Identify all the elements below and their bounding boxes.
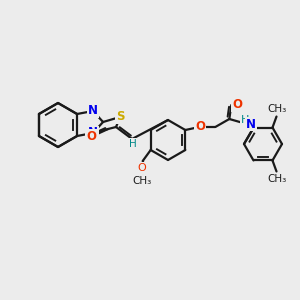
Text: N: N bbox=[88, 104, 98, 118]
Text: N: N bbox=[88, 127, 98, 140]
Text: CH₃: CH₃ bbox=[268, 175, 287, 184]
Text: O: O bbox=[137, 163, 146, 173]
Text: O: O bbox=[195, 119, 205, 133]
Text: H: H bbox=[129, 139, 137, 149]
Text: O: O bbox=[86, 130, 96, 142]
Text: CH₃: CH₃ bbox=[132, 176, 151, 186]
Text: N: N bbox=[246, 118, 256, 130]
Text: H: H bbox=[241, 115, 250, 125]
Text: O: O bbox=[232, 98, 242, 112]
Text: CH₃: CH₃ bbox=[268, 103, 287, 113]
Text: S: S bbox=[116, 110, 124, 124]
